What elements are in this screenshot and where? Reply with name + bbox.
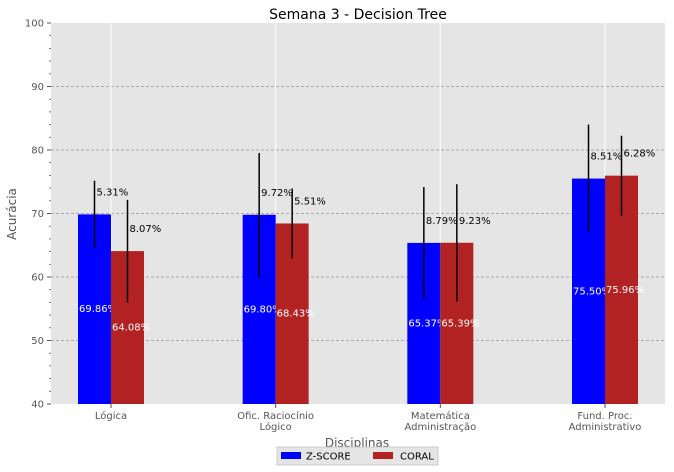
data-label: 69.80% [244, 304, 282, 315]
data-label: 68.43% [277, 309, 315, 320]
data-label: 69.86% [79, 304, 117, 315]
chart-title: Semana 3 - Decision Tree [269, 7, 447, 23]
bars: 69.86% 5.31% 69.80% 9.72% 65.37% 8.79% 75.50% 8… [78, 124, 656, 404]
error-label: 9.23% [459, 216, 491, 227]
y-tick-label: 40 [31, 400, 44, 411]
legend-swatch-coral [373, 452, 393, 459]
data-label: 75.50% [573, 286, 611, 297]
y-tick-label: 90 [31, 82, 44, 93]
legend: Z-SCORE CORAL [276, 446, 439, 466]
y-tick-label: 80 [31, 146, 44, 157]
legend-swatch-zscore [281, 452, 301, 459]
x-tick-label: Lógica [95, 410, 127, 422]
y-tick-label: 50 [31, 336, 44, 347]
data-label: 75.96% [606, 285, 644, 296]
data-label: 65.39% [441, 318, 479, 329]
x-tick-label: Administrativo [569, 422, 642, 433]
error-label: 8.51% [591, 152, 623, 163]
x-tick-label: Matemática [411, 410, 470, 422]
x-tick-label: Administração [404, 422, 476, 433]
x-tick-label: Ofic. Raciocínio [237, 410, 314, 422]
x-tick-label: Lógico [260, 421, 292, 433]
data-label: 65.37% [408, 318, 446, 329]
y-tick-label: 100 [25, 19, 44, 30]
axes: 40 50 60 70 80 90 100 Lógica Ofic. RaciocínioLóg… [25, 19, 641, 434]
y-tick-label: 60 [31, 273, 44, 284]
error-label: 9.72% [261, 188, 293, 199]
data-label: 64.08% [112, 323, 150, 334]
x-tick-label: Fund. Proc. [577, 411, 632, 422]
error-label: 6.28% [624, 149, 656, 160]
error-label: 8.79% [426, 216, 458, 227]
y-tick-label: 70 [31, 209, 44, 220]
legend-box [276, 446, 439, 466]
y-axis-title: Acurácia [5, 188, 19, 240]
legend-label-coral: CORAL [400, 452, 434, 463]
error-label: 8.07% [130, 224, 162, 235]
error-label: 5.51% [294, 196, 326, 207]
legend-label-zscore: Z-SCORE [306, 452, 351, 463]
error-label: 5.31% [97, 187, 129, 198]
